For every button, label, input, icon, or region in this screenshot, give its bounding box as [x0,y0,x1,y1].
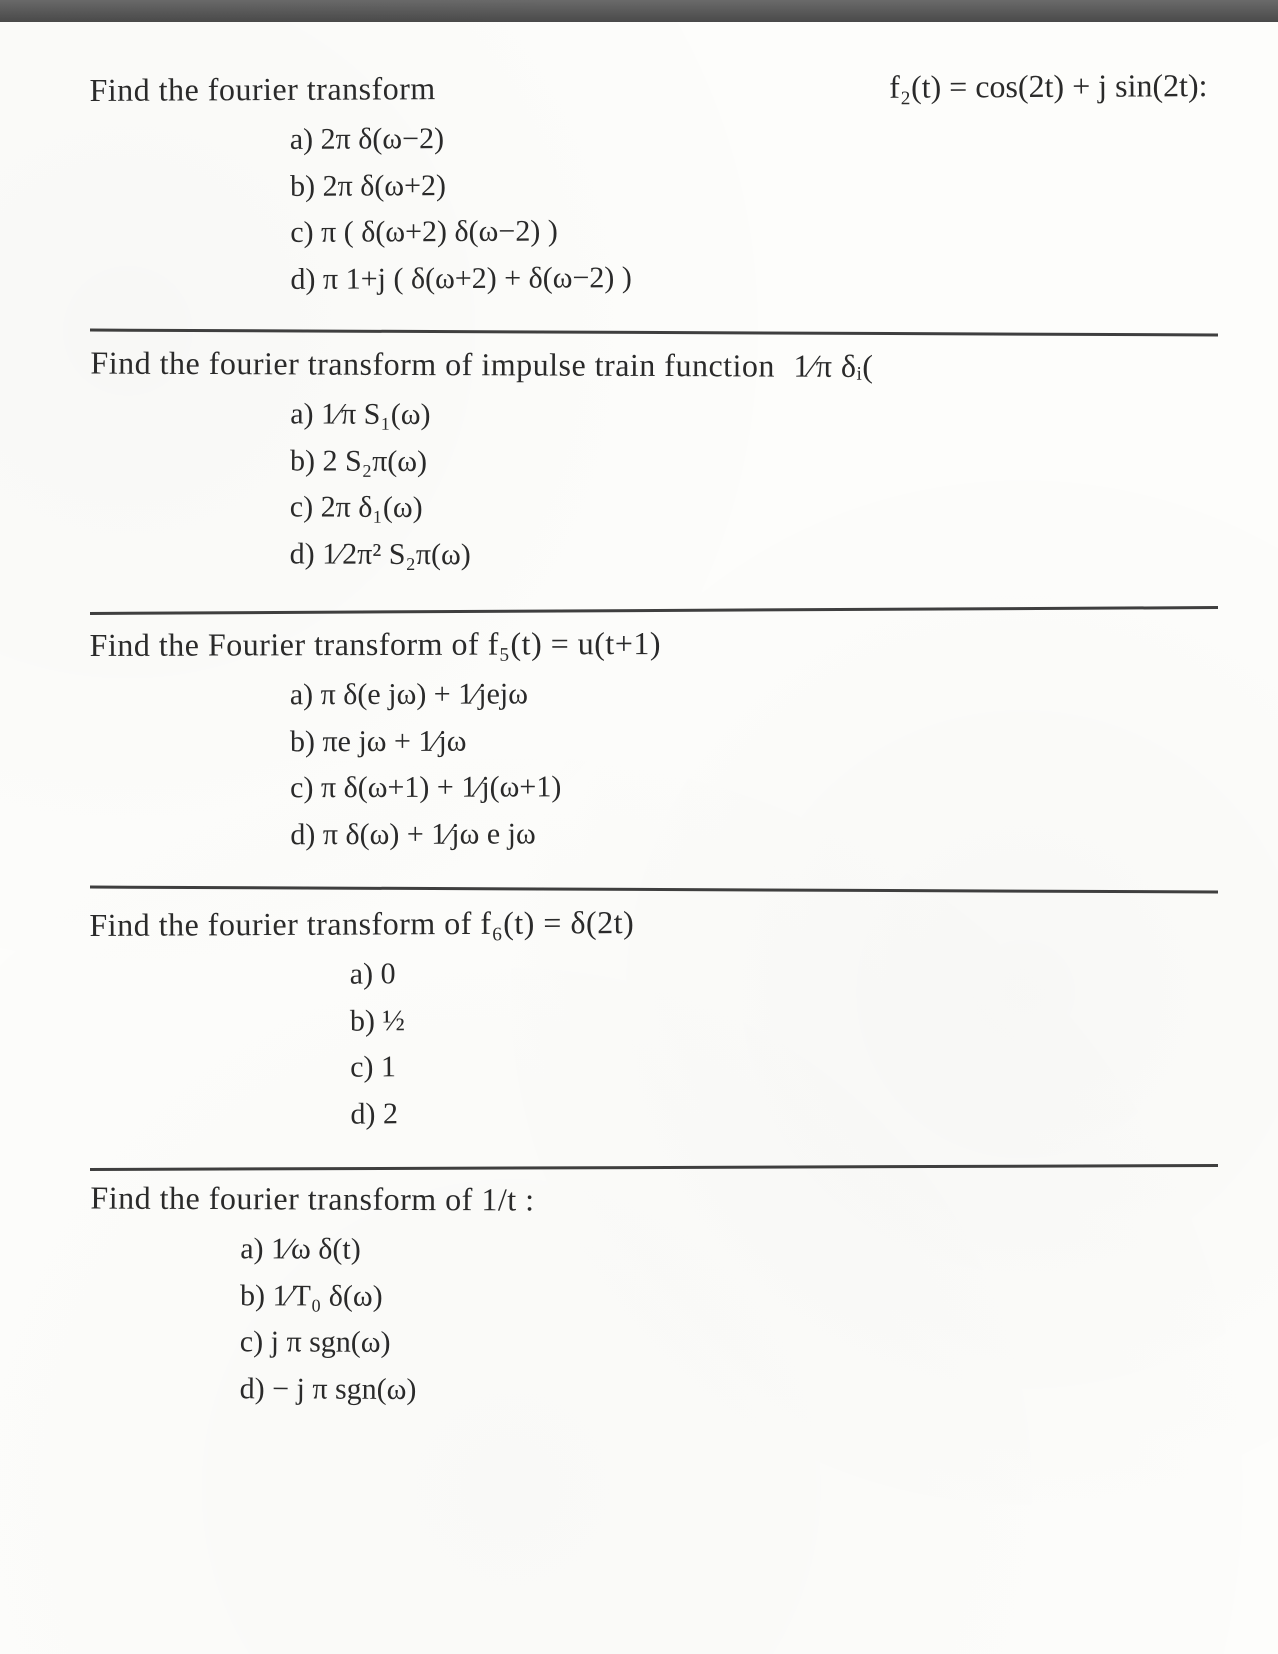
problem-5-options: a) 1⁄ω δ(t) b) 1⁄T₀ δ(ω) c) j π sgn(ω) d… [240,1226,1219,1416]
problem-5: Find the fourier transform of 1/t : a) 1… [89,1166,1218,1446]
problem-3-options: a) π δ(e jω) + 1⁄jejω b) πe jω + 1⁄jω c)… [290,670,1219,859]
problem-1-option-d: d) π 1+j ( δ(ω+2) + δ(ω−2) ) [290,252,1218,303]
page-root: Find the fourier transform f₂(t) = cos(2… [0,0,1278,1654]
problem-2-options: a) 1⁄π S₁(ω) b) 2 S₂π(ω) c) 2π δ₁(ω) d) … [290,392,1219,582]
problem-3-option-c: c) π δ(ω+1) + 1⁄j(ω+1) [290,763,1218,813]
problem-5-option-b: b) 1⁄T₀ δ(ω) [240,1273,1218,1324]
problem-4-option-b: b) ½ [350,993,1218,1044]
problem-1-option-c: c) π ( δ(ω+2) δ(ω−2) ) [290,205,1218,256]
problem-1-options: a) 2π δ(ω−2) b) 2π δ(ω+2) c) π ( δ(ω+2) … [290,112,1219,303]
problem-2-prompt: Find the fourier transform of impulse tr… [90,342,1218,390]
problem-2-option-b: b) 2 S₂π(ω) [290,438,1218,489]
problem-4-options: a) 0 b) ½ c) 1 d) 2 [350,947,1219,1138]
problem-4-prompt: Find the fourier transform of f₆(t) = δ(… [89,898,1217,947]
problem-4: Find the fourier transform of f₆(t) = δ(… [89,888,1218,1169]
problem-4-prompt-left: Find the fourier transform of f₆(t) = δ(… [89,904,634,943]
problem-1-prompt-left: Find the fourier transform [89,70,435,108]
problem-2-prompt-left: Find the fourier transform of impulse tr… [90,345,775,384]
problem-3-option-a: a) π δ(e jω) + 1⁄jejω [290,670,1218,720]
problem-2-prompt-right: 1⁄π δᵢ( [793,348,873,384]
problem-5-option-c: c) j π sgn(ω) [240,1319,1218,1370]
problem-2-option-a: a) 1⁄π S₁(ω) [290,392,1218,443]
problem-5-prompt: Find the fourier transform of 1/t : [90,1176,1218,1224]
scanner-topbar [0,0,1278,22]
problem-2: Find the fourier transform of impulse tr… [89,332,1218,612]
problem-4-option-c: c) 1 [350,1040,1218,1091]
problem-4-option-d: d) 2 [350,1086,1218,1137]
problem-3-option-b: b) πe jω + 1⁄jω [290,716,1218,766]
problem-3-prompt-left: Find the Fourier transform of f₅(t) = u(… [90,625,661,663]
problem-5-prompt-left: Find the fourier transform of 1/t : [90,1179,534,1217]
problem-3-option-d: d) π δ(ω) + 1⁄jω e jω [290,809,1218,859]
problem-3-prompt: Find the Fourier transform of f₅(t) = u(… [90,620,1218,667]
problem-1-option-a: a) 2π δ(ω−2) [290,112,1218,163]
problem-1-prompt-right: f₂(t) = cos(2t) + j sin(2t): [889,67,1207,106]
problem-2-option-d: d) 1⁄2π² S₂π(ω) [290,531,1218,582]
problem-5-option-a: a) 1⁄ω δ(t) [240,1226,1218,1277]
problem-5-option-d: d) − j π sgn(ω) [240,1366,1218,1417]
problem-1: Find the fourier transform f₂(t) = cos(2… [89,27,1219,334]
problem-4-option-a: a) 0 [350,947,1218,998]
problem-3: Find the Fourier transform of f₅(t) = u(… [90,610,1219,889]
problem-2-option-c: c) 2π δ₁(ω) [290,485,1218,536]
problem-1-option-b: b) 2π δ(ω+2) [290,159,1218,210]
